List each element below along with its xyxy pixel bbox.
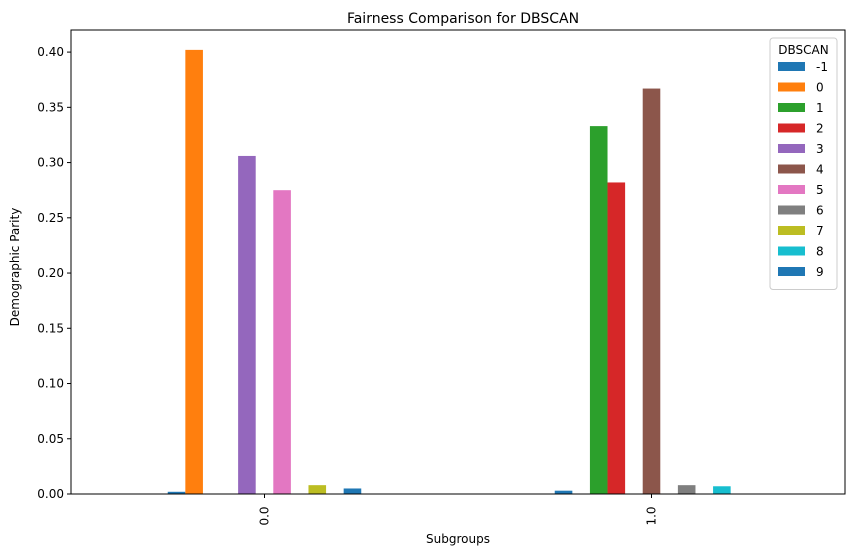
bar-1-1.0 xyxy=(589,126,608,494)
bar-9-0.0 xyxy=(343,488,362,494)
bar-8-1.0 xyxy=(713,486,731,494)
bar-2-1.0 xyxy=(607,182,626,494)
legend-label-9: 9 xyxy=(816,265,824,279)
legend-swatch-4 xyxy=(778,164,805,174)
legend-label-4: 4 xyxy=(816,163,824,177)
bar-5-0.0 xyxy=(273,190,291,494)
bar-3-0.0 xyxy=(238,155,256,494)
y-axis: 0.00 0.05 0.10 0.15 0.20 0.25 0.30 0.35 0.40 xyxy=(37,45,71,501)
legend-swatch-3 xyxy=(778,144,805,153)
bar--1-0.0 xyxy=(167,491,186,494)
legend-label-1: 1 xyxy=(816,101,824,115)
legend-label-6: 6 xyxy=(816,204,824,218)
y-axis-label: Demographic Parity xyxy=(8,208,22,327)
legend-swatch-7 xyxy=(778,226,805,235)
y-tick-label: 0.25 xyxy=(37,211,64,225)
legend-label-7: 7 xyxy=(816,224,824,238)
bar-6-1.0 xyxy=(677,485,696,494)
legend-swatch-8 xyxy=(778,246,805,256)
y-tick-label: 0.20 xyxy=(37,266,64,280)
y-tick-label: 0.40 xyxy=(37,45,64,59)
legend-swatch-1 xyxy=(778,103,805,112)
x-axis-label: Subgroups xyxy=(426,532,490,546)
legend-label-5: 5 xyxy=(816,183,824,197)
legend-label-3: 3 xyxy=(816,142,824,156)
y-tick-label: 0.15 xyxy=(37,321,64,335)
bar-0-0.0 xyxy=(185,49,203,495)
y-tick-label: 0.30 xyxy=(37,156,64,170)
y-tick-label: 0.05 xyxy=(37,432,64,446)
legend-swatch-6 xyxy=(778,205,805,215)
legend-title: DBSCAN xyxy=(778,43,828,57)
bars xyxy=(167,49,731,495)
y-tick-label: 0.35 xyxy=(37,100,64,114)
y-tick-label: 0.00 xyxy=(37,487,64,501)
legend: DBSCAN -1 0 1 2 3 4 5 6 7 8 9 xyxy=(769,37,838,290)
legend-label-2: 2 xyxy=(816,122,824,136)
bar--1-1.0 xyxy=(554,490,573,494)
legend-swatch-5 xyxy=(778,185,805,194)
legend-swatch-9 xyxy=(778,267,805,276)
bar-4-1.0 xyxy=(642,88,661,495)
x-axis: 0.0 1.0 xyxy=(258,494,659,526)
legend-label--1: -1 xyxy=(816,60,828,74)
x-tick-label: 1.0 xyxy=(645,506,659,525)
legend-swatch-0 xyxy=(778,82,805,92)
legend-label-8: 8 xyxy=(816,245,824,259)
legend-label-0: 0 xyxy=(816,81,824,95)
legend-swatch-2 xyxy=(778,123,805,133)
y-tick-label: 0.10 xyxy=(37,377,64,391)
plot-frame xyxy=(70,29,846,495)
x-tick-label: 0.0 xyxy=(258,506,272,525)
chart-title: Fairness Comparison for DBSCAN xyxy=(347,11,579,27)
legend-swatch--1 xyxy=(778,62,805,71)
bar-7-0.0 xyxy=(308,485,327,494)
